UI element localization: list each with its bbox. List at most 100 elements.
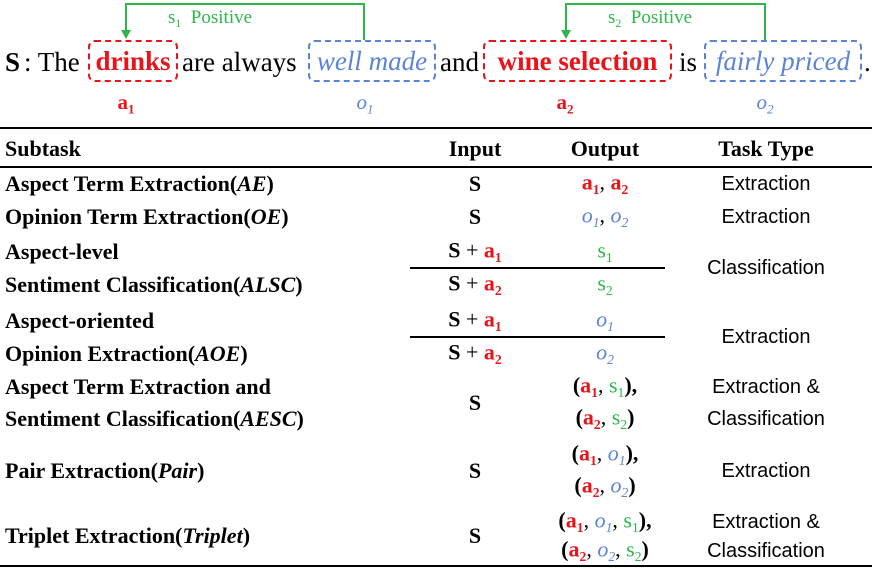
input-text: 2 — [494, 352, 502, 368]
subtask-text: AESC — [240, 406, 297, 431]
cell: S + a2 — [410, 270, 540, 299]
input-text: + — [460, 270, 484, 296]
cell: a1 — [117, 92, 134, 116]
output-text: s — [626, 536, 635, 562]
input-text: a — [483, 237, 495, 263]
output-text: 1 — [618, 453, 626, 469]
subtask-text: Pair Extraction( — [5, 458, 158, 483]
output-text: o — [596, 339, 608, 365]
cell: (a2, o2) — [540, 472, 670, 501]
input-text: S — [468, 458, 482, 483]
marker-label: a — [117, 90, 128, 114]
input-text: + — [460, 306, 484, 332]
output-text: s — [608, 372, 618, 398]
relation-label: Positive — [190, 7, 253, 28]
subtask-text: AOE — [195, 341, 241, 366]
marker-label: 1 — [127, 101, 135, 117]
cell: Sentiment Classification(AESC) — [5, 408, 304, 430]
output-text: a — [610, 169, 622, 195]
output-text: 1 — [617, 385, 625, 401]
output-text: 1 — [592, 182, 600, 198]
output-text: , — [599, 202, 611, 228]
output-text: a — [581, 472, 593, 498]
task-type: Extraction — [721, 173, 811, 195]
input-text: + — [460, 339, 484, 365]
bottom-rule — [0, 565, 872, 567]
output-text: ( — [571, 440, 579, 466]
output-text: 1 — [591, 385, 598, 401]
subtask-text: ) — [266, 171, 274, 196]
sentence-token: drinks — [88, 40, 178, 82]
input-text: 2 — [494, 283, 502, 299]
top-rule — [0, 127, 872, 129]
cell: S + a1 — [410, 237, 540, 265]
output-text: o — [594, 507, 606, 533]
output-text: ( — [575, 404, 583, 430]
cell: o1 — [540, 306, 670, 334]
output-text: , — [586, 536, 598, 562]
cell: s2 — [540, 270, 670, 299]
output-text: , — [612, 507, 624, 533]
task-type: Extraction — [721, 206, 811, 228]
output-text: 2 — [605, 283, 613, 299]
input-text: a — [483, 339, 495, 365]
output-text: 1 — [589, 453, 597, 469]
arrow — [565, 3, 766, 40]
sub-rule — [410, 267, 665, 269]
output-text: o — [597, 536, 609, 562]
output-text: ) — [627, 404, 635, 430]
output-text: o — [607, 440, 619, 466]
output-text: ) — [641, 536, 649, 562]
cell: s2 Positive — [608, 8, 692, 30]
cell: o2 — [540, 339, 670, 368]
output-text: s — [597, 270, 606, 296]
input-text: S — [448, 306, 461, 332]
cell: Opinion Term Extraction(OE) — [5, 206, 289, 228]
relation-label: 1 — [175, 17, 182, 31]
output-text: a — [581, 169, 593, 195]
input-text: S — [468, 204, 482, 229]
output-text: 2 — [621, 182, 629, 198]
cell: S + a1 — [410, 306, 540, 334]
output-text: a — [568, 536, 580, 562]
marker-label: o — [356, 90, 367, 114]
output-text: o — [610, 202, 622, 228]
output-text: 2 — [620, 417, 628, 433]
output-text: 2 — [592, 485, 600, 501]
relation-label: Positive — [630, 7, 693, 28]
output-text: , — [615, 536, 627, 562]
relation-arrows — [121, 3, 766, 40]
subtask-text: Aspect Term Extraction( — [5, 171, 238, 196]
subtask-text: Opinion Term Extraction( — [5, 204, 251, 229]
output-text: 2 — [621, 215, 629, 231]
subtask-text: Triplet — [182, 523, 243, 548]
cell: o1, o2 — [540, 202, 670, 231]
subtask-text: ) — [197, 458, 205, 483]
subtask-text: ) — [242, 523, 251, 548]
output-text: ( — [572, 372, 581, 398]
sentence-token: : The — [24, 47, 87, 77]
cell: a2 — [556, 92, 573, 116]
task-type: Classification — [707, 408, 825, 430]
output-text: ), — [625, 440, 639, 466]
output-text: o — [596, 306, 608, 332]
marker-label: 1 — [366, 101, 374, 117]
output-text: 2 — [607, 352, 614, 368]
sub-rule — [410, 336, 665, 338]
sentence-token: are always — [182, 47, 297, 77]
output-text: ) — [628, 472, 636, 498]
output-text: ( — [558, 507, 566, 533]
cell: (a2, s2) — [540, 404, 670, 433]
sentence-token: . — [864, 47, 871, 77]
output-text: s — [623, 507, 632, 533]
column-header: Task Type — [718, 136, 814, 161]
mid-rule — [0, 166, 872, 168]
output-text: , — [583, 507, 595, 533]
cell: o2 — [756, 92, 773, 116]
subtask-text: Sentiment Classification( — [5, 272, 241, 297]
output-text: s — [597, 237, 606, 263]
cell: Opinion Extraction(AOE) — [5, 343, 248, 365]
sentence-token: S — [5, 47, 21, 77]
input-text: S — [448, 270, 461, 296]
output-text: a — [565, 507, 577, 533]
